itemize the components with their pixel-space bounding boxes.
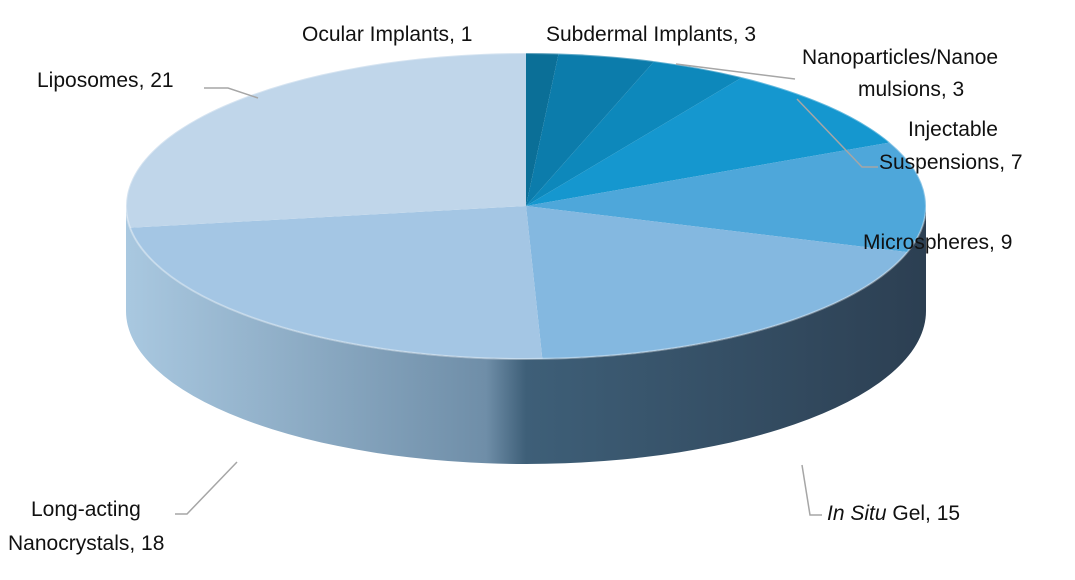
data-label-in-situ-gel: In Situ Gel, 15: [827, 502, 960, 525]
leader-lines: [175, 63, 878, 516]
data-label-nanocrystals-line2: Nanocrystals, 18: [8, 532, 164, 555]
pie-slice-microspheres: [526, 142, 927, 253]
data-label-subdermal-implants: Subdermal Implants, 3: [546, 23, 756, 46]
data-label-liposomes: Liposomes, 21: [37, 69, 174, 92]
leader-line-nanoparticles: [675, 63, 796, 80]
leader-line-injectable: [796, 98, 878, 168]
data-label-nanoparticles-line1: Nanoparticles/Nanoe: [802, 46, 998, 69]
pie-slice-in-situ-gel: [526, 206, 908, 359]
pie-slice-ocular-implants: [526, 53, 559, 206]
pie-slice-long-acting-nanocrystals: [130, 206, 543, 359]
pie-side-band: [126, 206, 926, 464]
pie-slice-injectable-suspensions: [526, 77, 890, 206]
pie-side-wall: [126, 206, 926, 464]
data-label-injectable-line2: Suspensions, 7: [879, 151, 1023, 174]
data-label-nanoparticles-line2: mulsions, 3: [858, 78, 964, 101]
pie-slice-liposomes: [126, 53, 526, 228]
pie-slice-subdermal-implants: [526, 53, 655, 207]
data-label-microspheres: Microspheres, 9: [863, 231, 1012, 254]
data-labels: Ocular Implants, 1 Subdermal Implants, 3…: [8, 23, 1023, 555]
data-label-injectable-line1: Injectable: [908, 118, 998, 141]
data-label-ocular-implants: Ocular Implants, 1: [302, 23, 472, 46]
data-label-nanocrystals-line1: Long-acting: [31, 498, 141, 521]
leader-line-insitu: [801, 464, 822, 516]
leader-line-nanocrystals: [175, 461, 238, 515]
pie-slice-nanoparticles-nanoemulsions: [526, 61, 743, 206]
leader-line-liposomes: [204, 87, 259, 99]
pie-rim-highlight: [125, 52, 927, 360]
pie-top-face: [125, 52, 927, 360]
